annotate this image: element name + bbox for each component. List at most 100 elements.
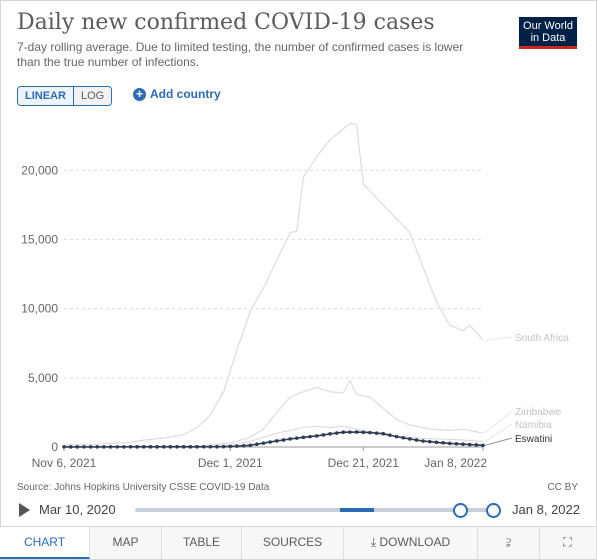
data-point-eswatini: [454, 442, 459, 446]
data-point-eswatini: [82, 445, 86, 449]
data-point-eswatini: [401, 436, 405, 440]
tab-table[interactable]: TABLE: [162, 527, 242, 559]
chart-title: Daily new confirmed COVID-19 cases: [17, 10, 435, 35]
data-point-eswatini: [248, 443, 253, 448]
fullscreen-button[interactable]: ⛶: [540, 527, 595, 559]
data-point-eswatini: [228, 444, 233, 449]
data-point-eswatini: [201, 444, 206, 449]
data-point-eswatini: [314, 434, 319, 438]
license-link[interactable]: CC BY: [547, 482, 578, 493]
data-point-eswatini: [334, 431, 339, 435]
timeline-selected-range: [340, 508, 374, 512]
data-point-eswatini: [208, 444, 213, 449]
tab-download[interactable]: ⤓ DOWNLOAD: [344, 527, 478, 559]
data-point-eswatini: [275, 439, 279, 443]
data-point-eswatini: [288, 437, 292, 441]
data-point-eswatini: [221, 444, 226, 449]
y-tick-label: 5,000: [28, 371, 58, 385]
data-point-eswatini: [181, 445, 186, 449]
data-point-eswatini: [394, 434, 399, 439]
data-point-eswatini: [175, 445, 179, 449]
series-layer: [62, 122, 485, 449]
data-point-eswatini: [328, 432, 332, 436]
data-point-eswatini: [414, 438, 419, 442]
series-label-zimbabwe: Zimbabwe: [515, 407, 562, 418]
data-point-eswatini: [427, 439, 432, 444]
x-tick-label: Dec 21, 2021: [328, 456, 400, 470]
data-point-eswatini: [161, 445, 166, 449]
data-point-eswatini: [294, 436, 299, 440]
data-point-eswatini: [481, 443, 485, 448]
data-point-eswatini: [115, 445, 120, 449]
data-point-eswatini: [75, 445, 80, 449]
owid-logo[interactable]: Our World in Data: [519, 17, 577, 49]
data-point-eswatini: [381, 431, 386, 436]
data-point-eswatini: [188, 445, 193, 449]
data-point-eswatini: [261, 441, 266, 445]
tab-chart[interactable]: CHART: [0, 527, 90, 559]
data-point-eswatini: [421, 439, 425, 443]
play-icon[interactable]: [19, 503, 30, 517]
data-point-eswatini: [235, 444, 239, 448]
line-chart: 0 5,000 10,000 15,000 20,000 Nov 6, 2021 Dec 1…: [21, 122, 569, 470]
data-point-eswatini: [368, 430, 372, 435]
timeline-end-date: Jan 8, 2022: [512, 502, 580, 517]
x-tick-label: Dec 1, 2021: [198, 456, 263, 470]
grid-layer: 0 5,000 10,000 15,000 20,000 Nov 6, 2021 Dec 1…: [21, 163, 487, 470]
data-point-eswatini: [62, 445, 66, 449]
data-point-eswatini: [348, 430, 352, 434]
timeline-slider: Mar 10, 2020 Jan 8, 2022: [17, 500, 580, 520]
data-point-eswatini: [461, 442, 465, 447]
data-point-eswatini: [168, 445, 173, 449]
series-label-south-africa: South Africa: [515, 333, 569, 344]
share-button[interactable]: ⫌: [478, 527, 540, 559]
tab-sources-label: SOURCES: [262, 535, 323, 549]
data-point-eswatini: [388, 433, 392, 437]
logo-line-1: Our World: [523, 20, 573, 32]
log-scale-button[interactable]: LOG: [73, 87, 112, 105]
data-point-eswatini: [308, 434, 312, 439]
add-country-button[interactable]: + Add country: [133, 87, 221, 101]
y-tick-label: 0: [51, 440, 58, 454]
x-tick-label: Nov 6, 2021: [32, 456, 97, 470]
data-point-eswatini: [341, 430, 346, 434]
tab-map-label: MAP: [112, 535, 139, 549]
add-country-label: Add country: [150, 87, 221, 101]
tab-download-label: DOWNLOAD: [379, 535, 451, 549]
linear-scale-button[interactable]: LINEAR: [18, 87, 74, 105]
data-point-eswatini: [215, 444, 219, 449]
data-point-eswatini: [281, 438, 286, 442]
data-point-eswatini: [408, 437, 412, 441]
data-point-eswatini: [374, 431, 379, 435]
series-label-namibia: Namibia: [515, 420, 552, 431]
data-point-eswatini: [155, 445, 159, 449]
tab-map[interactable]: MAP: [90, 527, 162, 559]
data-point-eswatini: [301, 435, 306, 440]
data-point-eswatini: [441, 441, 445, 445]
timeline-start-handle[interactable]: [453, 503, 468, 518]
timeline-start-date: Mar 10, 2020: [39, 502, 116, 517]
series-line-south-africa: [63, 122, 484, 446]
tab-sources[interactable]: SOURCES: [242, 527, 344, 559]
series-label-eswatini: Eswatini: [515, 434, 552, 445]
data-point-eswatini: [135, 445, 139, 449]
data-point-eswatini: [321, 433, 326, 437]
data-point-eswatini: [68, 445, 73, 449]
data-point-eswatini: [474, 443, 479, 447]
timeline-end-handle[interactable]: [486, 503, 501, 518]
series-label-connector: [484, 423, 513, 442]
data-point-eswatini: [354, 430, 359, 434]
data-point-eswatini: [108, 445, 113, 449]
chart-subtitle: 7-day rolling average. Due to limited te…: [17, 40, 464, 69]
tab-bar: CHART MAP TABLE SOURCES ⤓ DOWNLOAD ⫌ ⛶: [0, 526, 595, 559]
data-point-eswatini: [122, 445, 126, 449]
y-tick-label: 10,000: [21, 302, 58, 316]
data-point-eswatini: [255, 442, 259, 447]
series-label-connector: [484, 336, 513, 341]
share-icon: ⫌: [505, 535, 512, 549]
data-point-eswatini: [148, 445, 153, 449]
data-point-eswatini: [447, 441, 452, 446]
label-layer: South Africa Zimbabwe Namibia Eswatini: [484, 333, 569, 446]
timeline-track[interactable]: [135, 508, 495, 512]
scale-toggle: LINEAR LOG: [17, 86, 113, 106]
